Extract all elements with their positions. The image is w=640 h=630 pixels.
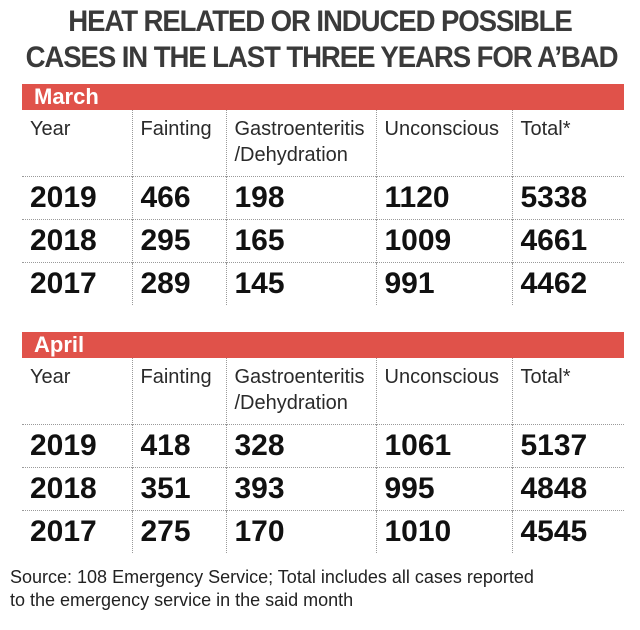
april-table: Year Fainting Gastroenteritis/Dehydration U… [22, 358, 624, 553]
column-header: Gastroenteritis/Dehydration [225, 358, 376, 424]
source-line: to the emergency service in the said mon… [10, 590, 354, 610]
table-cell: 1120 [375, 175, 512, 219]
table-row: 2019 418 328 1061 5137 [22, 423, 624, 467]
column-header: Fainting [131, 110, 226, 176]
table-cell: 1061 [375, 423, 512, 467]
march-section: March Year Fainting Gastroenteritis/Dehydr… [22, 84, 624, 305]
table-cell: 351 [131, 466, 226, 510]
table-cell: 2019 [22, 175, 132, 219]
header-row: Year Fainting Gastroenteritis/Dehydration U… [22, 110, 624, 176]
column-header: Year [30, 118, 71, 140]
table-cell: 275 [131, 509, 226, 553]
column-header: Gastroenteritis/Dehydration [225, 110, 376, 176]
table-cell: 418 [131, 423, 226, 467]
chart-title: HEAT RELATED OR INDUCED POSSIBLE CASES I… [25, 4, 619, 76]
column-header: Year [30, 366, 71, 388]
table-cell: 5338 [511, 175, 624, 219]
table-cell: 328 [225, 423, 376, 467]
table-cell: 295 [131, 218, 226, 262]
table-cell: 289 [131, 261, 226, 305]
table-row: 2019 466 198 1120 5338 [22, 175, 624, 219]
table-cell: 170 [225, 509, 376, 553]
table-row: 2017 289 145 991 4462 [22, 261, 624, 305]
table-cell: 198 [225, 175, 376, 219]
title-line: CASES IN THE LAST THREE YEARS FOR A’BAD [25, 41, 619, 74]
table-cell: 4462 [511, 261, 624, 305]
table-cell: 393 [225, 466, 376, 510]
table-cell: 1009 [375, 218, 512, 262]
table-cell: 2018 [22, 218, 132, 262]
column-header: Total* [511, 358, 624, 424]
table-cell: 165 [225, 218, 376, 262]
table-row: 2018 295 165 1009 4661 [22, 218, 624, 262]
source-note: Source: 108 Emergency Service; Total inc… [10, 566, 630, 612]
title-line: HEAT RELATED OR INDUCED POSSIBLE [68, 5, 573, 38]
table-row: 2017 275 170 1010 4545 [22, 509, 624, 553]
section-header-april: April [22, 332, 624, 358]
column-header: Unconscious [375, 358, 512, 424]
table-cell: 4848 [511, 466, 624, 510]
table-cell: 1010 [375, 509, 512, 553]
table-row: 2018 351 393 995 4848 [22, 466, 624, 510]
table-cell: 991 [375, 261, 512, 305]
header-row: Year Fainting Gastroenteritis/Dehydration U… [22, 358, 624, 424]
table-cell: 4545 [511, 509, 624, 553]
column-header: Total* [511, 110, 624, 176]
table-cell: 2019 [22, 423, 132, 467]
table-cell: 2017 [22, 261, 132, 305]
table-cell: 2017 [22, 509, 132, 553]
table-cell: 995 [375, 466, 512, 510]
march-table: Year Fainting Gastroenteritis/Dehydration U… [22, 110, 624, 305]
april-section: April Year Fainting Gastroenteritis/Dehydr… [22, 332, 624, 553]
table-cell: 4661 [511, 218, 624, 262]
column-header: Fainting [131, 358, 226, 424]
source-line: Source: 108 Emergency Service; Total inc… [10, 567, 534, 587]
column-header: Unconscious [375, 110, 512, 176]
table-cell: 145 [225, 261, 376, 305]
table-cell: 2018 [22, 466, 132, 510]
section-header-march: March [22, 84, 624, 110]
table-cell: 5137 [511, 423, 624, 467]
table-cell: 466 [131, 175, 226, 219]
